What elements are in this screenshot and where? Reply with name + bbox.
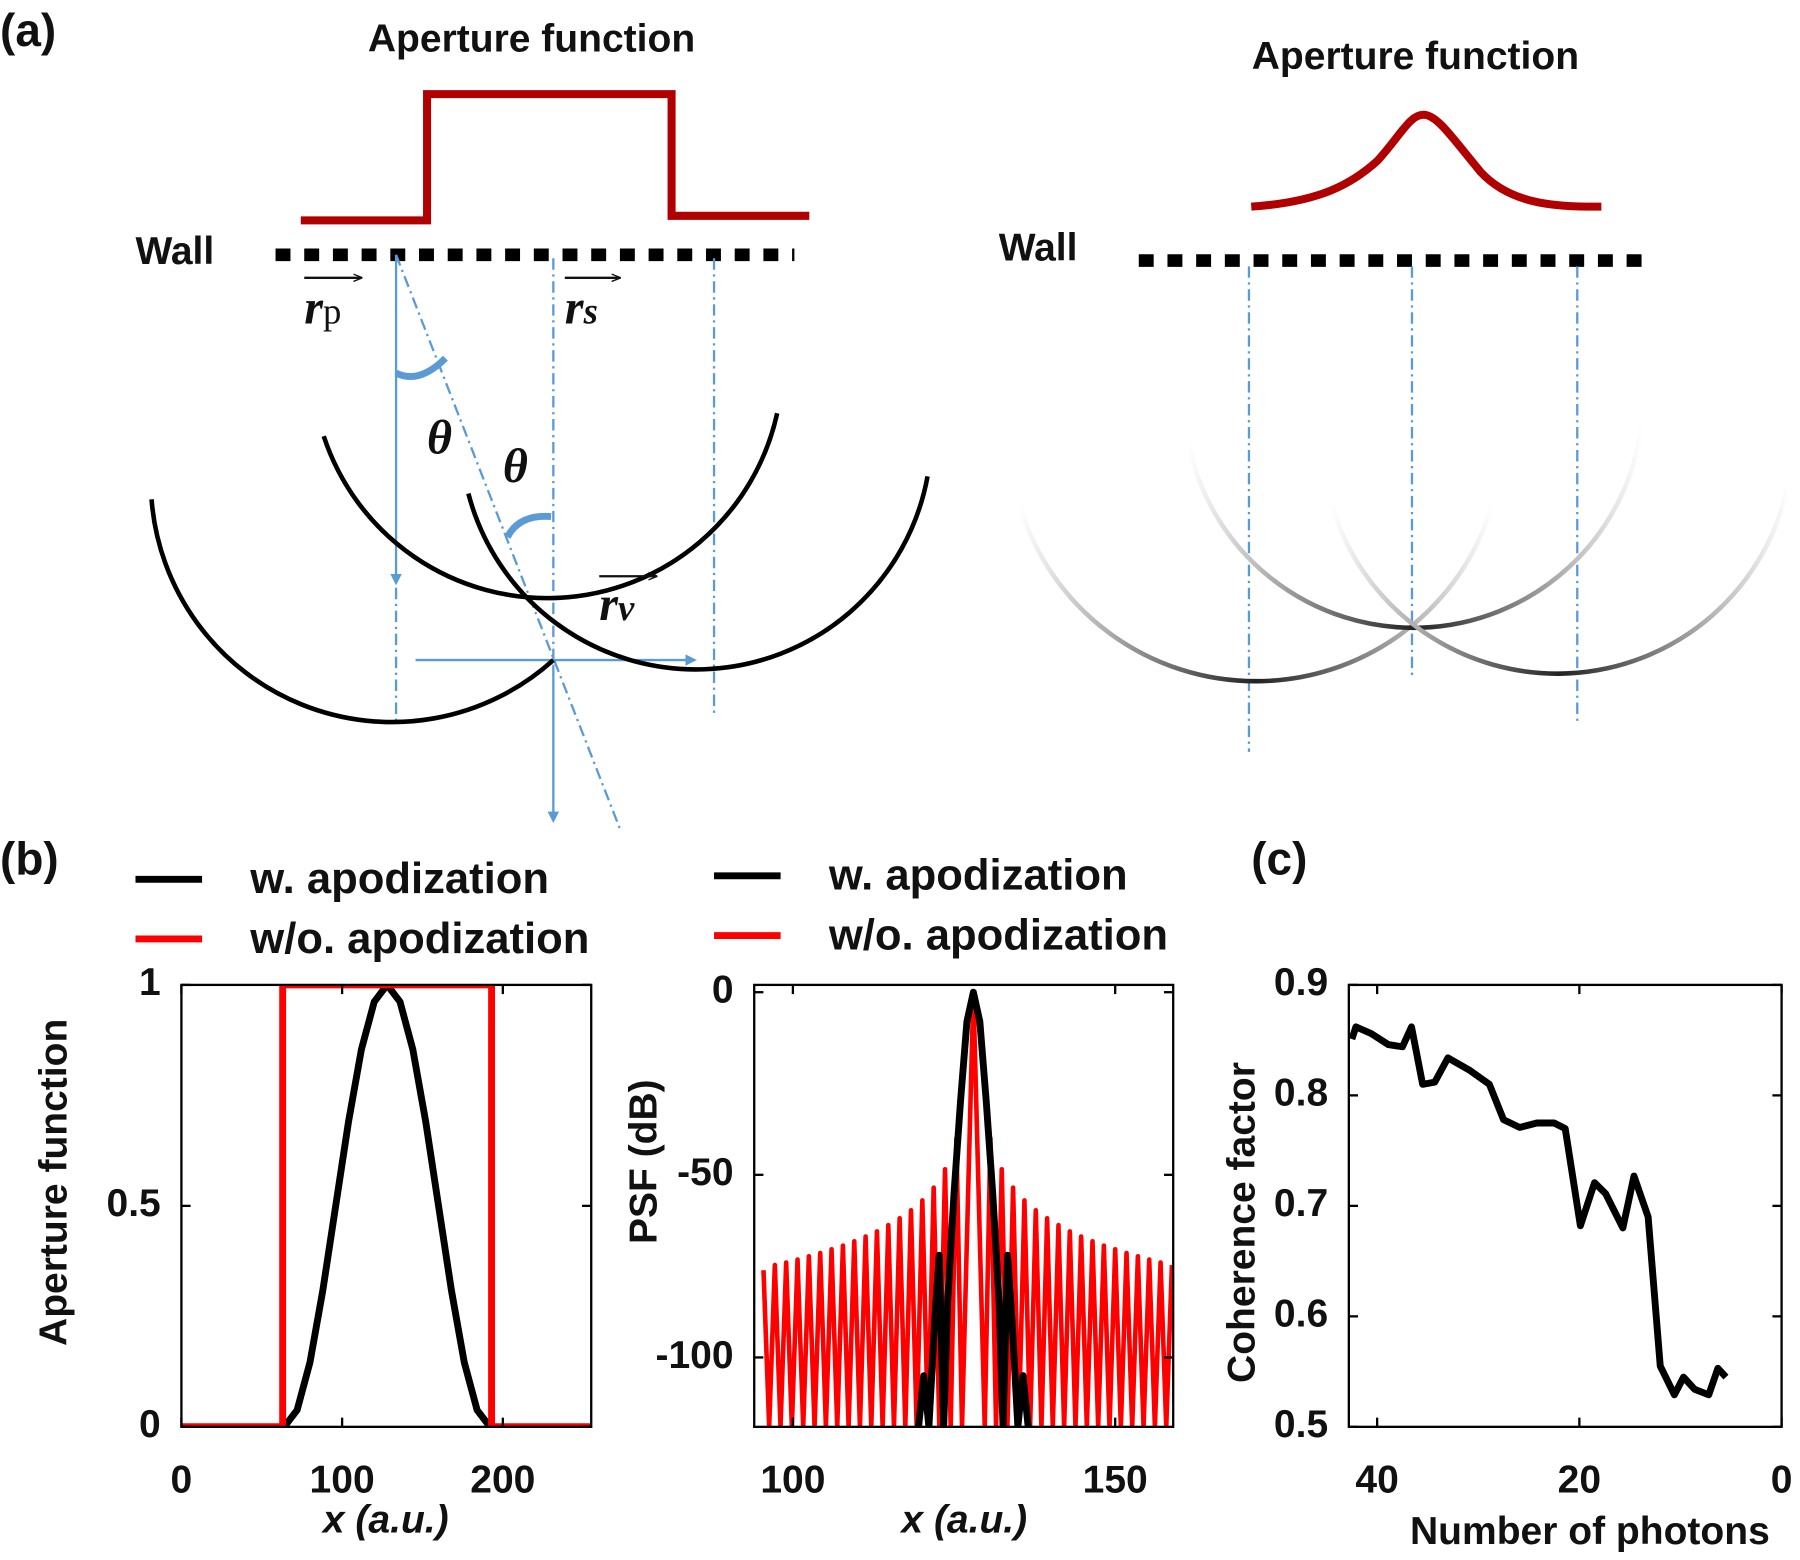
legend-label: w/o. apodization xyxy=(249,915,589,963)
x-tick-label: 40 xyxy=(1355,1458,1398,1501)
rays xyxy=(390,254,716,830)
y-tick-label: 0.5 xyxy=(107,1182,161,1225)
y-axis-label: Aperture function xyxy=(33,1019,76,1346)
ray xyxy=(395,254,621,830)
title: Aperture function xyxy=(1252,35,1579,78)
chart: 40 20 0 0.5 0.6 0.7 0.8 0.9 Number of photons Coh… xyxy=(1221,833,1793,1553)
panel-label: (b) xyxy=(0,833,59,885)
legend-label: w. apodization xyxy=(828,852,1128,900)
y-tick-label: -100 xyxy=(655,1334,733,1377)
theta: θ xyxy=(503,440,528,493)
axes-box xyxy=(753,983,1175,1428)
symbol: r xyxy=(599,578,619,631)
series-line xyxy=(761,989,1174,1427)
legend-label: w. apodization xyxy=(249,855,549,903)
vector-label: rv xyxy=(599,578,635,631)
arc xyxy=(321,412,780,601)
series-line xyxy=(181,984,592,1427)
symbol: r xyxy=(304,282,324,335)
series-line xyxy=(181,984,592,1427)
symbol: r xyxy=(565,282,585,335)
subscript: s xyxy=(583,291,598,332)
y-tick-label: 1 xyxy=(139,961,161,1004)
axes-box xyxy=(180,983,593,1428)
x-tick-label: 150 xyxy=(1083,1458,1148,1501)
y-tick-label: 0.6 xyxy=(1274,1293,1328,1336)
arc xyxy=(149,499,555,725)
arc xyxy=(466,475,930,672)
y-tick-label: 0 xyxy=(139,1403,161,1446)
panel-label: (c) xyxy=(1251,833,1307,885)
arc xyxy=(1017,504,1495,684)
y-tick-label: 0 xyxy=(712,969,734,1012)
chart: 100 150 0 -50 -100 x (a.u.) PSF (dB) w. apodiza… xyxy=(623,852,1175,1541)
wall-label: Wall xyxy=(999,227,1078,270)
title: Aperture function xyxy=(368,18,695,61)
series-line xyxy=(1348,1023,1729,1399)
aperture-gauss xyxy=(1250,110,1602,211)
y-axis-label: PSF (dB) xyxy=(623,1079,666,1244)
y-tick-label: 0.7 xyxy=(1274,1182,1328,1225)
wavefronts xyxy=(1017,424,1791,684)
angle-arc xyxy=(504,512,552,539)
subscript: v xyxy=(618,587,635,628)
x-tick-label: 0 xyxy=(1771,1458,1793,1501)
y-axis-label: Coherence factor xyxy=(1221,1062,1264,1383)
aperture-rect xyxy=(300,90,810,225)
x-tick-label: 0 xyxy=(171,1458,193,1501)
theta: θ xyxy=(427,411,452,464)
y-tick-label: 0.9 xyxy=(1274,961,1328,1004)
panel-label: (a) xyxy=(0,4,56,56)
vector-label: rp xyxy=(304,282,341,335)
subscript: p xyxy=(323,291,341,332)
vector-label: rs xyxy=(565,282,598,335)
angle-arc xyxy=(394,355,448,380)
x-axis-label: x (a.u.) xyxy=(321,1498,449,1541)
x-tick-label: 100 xyxy=(760,1458,825,1501)
vector-labels: rp rs rv xyxy=(304,278,656,631)
x-axis-label: Number of photons xyxy=(1410,1510,1770,1553)
legend-label: w/o. apodization xyxy=(828,911,1168,959)
wall-label: Wall xyxy=(135,230,214,273)
diagram-a: (a) Aperture function Wall θ θ rp rs xyxy=(0,4,1791,830)
series-line xyxy=(915,988,1032,1427)
x-tick-label: 20 xyxy=(1558,1458,1601,1501)
chart: 0 100 200 0 0.5 1 x (a.u.) Aperture function w. … xyxy=(0,833,593,1541)
x-tick-label: 100 xyxy=(310,1458,375,1501)
y-tick-label: 0.5 xyxy=(1274,1403,1328,1446)
arc xyxy=(1329,481,1791,676)
rays xyxy=(1247,266,1579,752)
x-tick-label: 200 xyxy=(470,1458,535,1501)
x-axis-label: x (a.u.) xyxy=(899,1498,1027,1541)
y-tick-label: -50 xyxy=(677,1151,733,1194)
y-tick-label: 0.8 xyxy=(1274,1072,1328,1115)
arc xyxy=(1185,424,1644,631)
wavefronts xyxy=(149,412,930,725)
